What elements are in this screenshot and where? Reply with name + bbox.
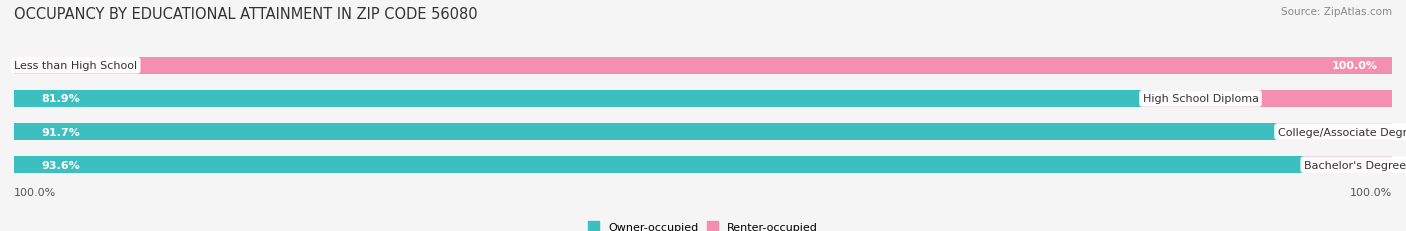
Bar [14,156,1392,173]
Bar [14,123,1278,141]
Bar [14,90,1392,108]
Text: 100.0%: 100.0% [1350,187,1392,198]
Text: 100.0%: 100.0% [1331,61,1378,71]
Legend: Owner-occupied, Renter-occupied: Owner-occupied, Renter-occupied [588,222,818,231]
Bar [14,90,1143,108]
Bar [1278,123,1392,141]
Text: 81.9%: 81.9% [42,94,80,104]
Text: 93.6%: 93.6% [42,160,80,170]
Bar [14,123,1392,141]
Text: 100.0%: 100.0% [14,187,56,198]
Text: Bachelor's Degree or higher: Bachelor's Degree or higher [1303,160,1406,170]
Text: OCCUPANCY BY EDUCATIONAL ATTAINMENT IN ZIP CODE 56080: OCCUPANCY BY EDUCATIONAL ATTAINMENT IN Z… [14,7,478,22]
Bar [14,58,1392,75]
Bar [14,58,1392,75]
Bar [1303,156,1392,173]
Bar [14,156,1303,173]
Text: High School Diploma: High School Diploma [1143,94,1258,104]
Text: 91.7%: 91.7% [42,127,80,137]
Text: Less than High School: Less than High School [14,61,138,71]
Text: College/Associate Degree: College/Associate Degree [1278,127,1406,137]
Text: Source: ZipAtlas.com: Source: ZipAtlas.com [1281,7,1392,17]
Bar [1143,90,1392,108]
